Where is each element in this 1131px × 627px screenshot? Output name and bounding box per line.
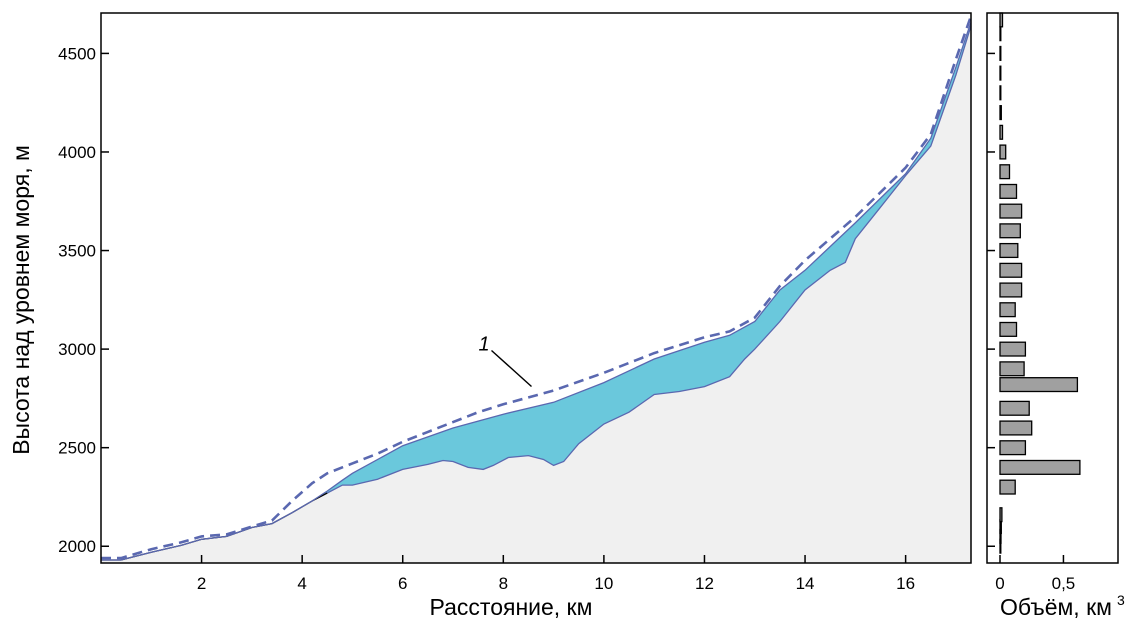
volume-bar (999, 361, 1025, 377)
side-x-ticks: 0 0,5 (995, 555, 1075, 593)
volume-bar (999, 85, 1002, 101)
ice-area (101, 21, 971, 560)
side-plot-frame (986, 12, 1119, 564)
volume-bar (999, 377, 1079, 393)
ice-surface-line (101, 21, 972, 561)
side-x-tick-label: 0 (995, 574, 1004, 593)
y-tick-label: 3000 (58, 340, 96, 359)
x-tick-label: 10 (594, 574, 613, 593)
volume-bar (999, 183, 1018, 199)
volume-bar (999, 341, 1027, 357)
x-tick-label: 12 (695, 574, 714, 593)
side-plot: 0 0,5 Объём, км 3 (986, 12, 1125, 620)
x-tick-label: 4 (297, 574, 306, 593)
volume-bars (999, 12, 1081, 554)
volume-bar (999, 12, 1004, 28)
volume-bar (999, 507, 1003, 523)
x-tick-label: 16 (896, 574, 915, 593)
volume-bar (999, 440, 1027, 456)
x-axis-title: Расстояние, км (430, 594, 593, 620)
y-tick-label: 4000 (58, 143, 96, 162)
x-tick-label: 14 (796, 574, 815, 593)
volume-bar (999, 124, 1004, 140)
bed-line-glacier (326, 25, 972, 494)
volume-bar (999, 144, 1007, 160)
volume-bar (999, 65, 1002, 81)
volume-bar (999, 262, 1023, 278)
x-tick-label: 2 (197, 574, 206, 593)
side-x-axis-title-superscript: 3 (1117, 592, 1125, 608)
side-x-tick-label: 0,5 (1052, 574, 1076, 593)
y-tick-label: 4500 (58, 44, 96, 63)
side-y-ticks (987, 52, 995, 547)
main-plot-frame (100, 12, 972, 564)
bed-area (101, 25, 971, 564)
volume-bar (999, 321, 1018, 337)
volume-bar (999, 302, 1016, 318)
side-x-axis-title: Объём, км (1000, 594, 1112, 620)
volume-bar (999, 45, 1002, 61)
main-y-ticks: 2000 2500 3000 3500 4000 4500 (58, 44, 109, 556)
annotation-label: 1 (479, 334, 490, 356)
volume-bar (999, 242, 1019, 259)
volume-bar (999, 400, 1030, 416)
volume-bar (999, 26, 1002, 42)
y-tick-label: 3500 (58, 242, 96, 261)
volume-bar (999, 105, 1002, 121)
volume-bar (999, 223, 1021, 239)
x-tick-label: 8 (499, 574, 508, 593)
main-x-ticks: 2 4 6 8 10 12 14 16 (197, 555, 915, 593)
former-surface-line (101, 15, 973, 560)
y-axis-title: Высота над уровнем моря, м (8, 145, 34, 455)
volume-bar (999, 282, 1023, 298)
x-tick-label: 6 (398, 574, 407, 593)
y-tick-label: 2500 (58, 439, 96, 458)
y-tick-label: 2000 (58, 537, 96, 556)
volume-bar (999, 459, 1081, 475)
volume-bar (999, 203, 1023, 219)
volume-bar (999, 164, 1011, 180)
volume-bar (999, 420, 1033, 436)
volume-bar (999, 479, 1016, 495)
annotation-leader (491, 349, 532, 388)
